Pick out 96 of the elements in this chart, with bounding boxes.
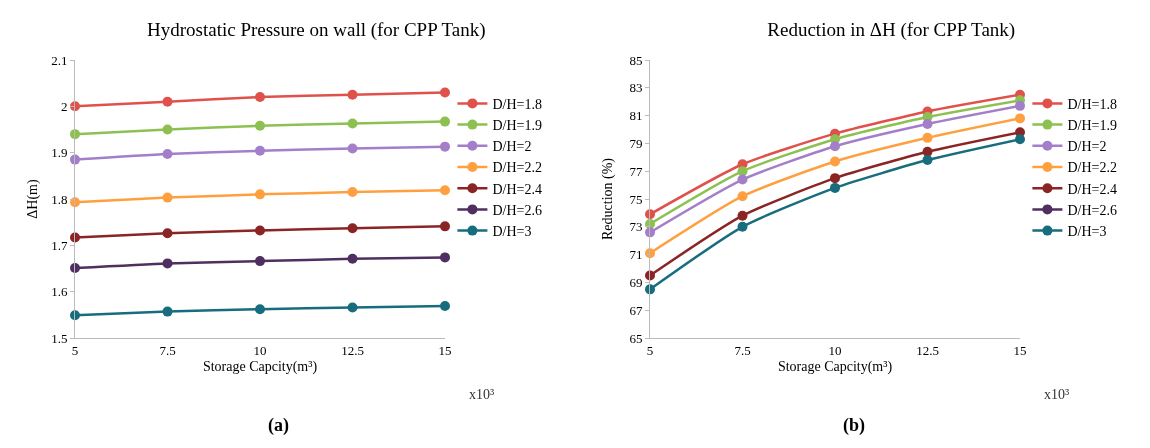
y-tick-label: 2.1 xyxy=(51,52,68,68)
point xyxy=(347,118,358,129)
point xyxy=(830,156,840,167)
point xyxy=(440,185,450,196)
point xyxy=(162,149,173,160)
point xyxy=(830,182,840,193)
y-axis-title: Reduction (%) xyxy=(600,157,616,241)
legend-label: D/H=1.9 xyxy=(1067,118,1117,134)
y-tick-label: 83 xyxy=(629,80,643,96)
legend-label: D/H=1.8 xyxy=(492,96,542,112)
point xyxy=(162,124,173,135)
chart-title: Hydrostatic Pressure on wall (for CPP Tank) xyxy=(146,18,486,41)
x-tick-label: 7.5 xyxy=(734,342,751,358)
point xyxy=(440,87,450,98)
y-tick-label: 1.9 xyxy=(51,145,68,161)
point xyxy=(737,174,748,185)
point xyxy=(347,187,358,198)
point xyxy=(440,301,450,312)
x-tick-label: 5 xyxy=(646,342,654,358)
y-tick-label: 67 xyxy=(629,302,643,318)
point xyxy=(255,256,265,267)
y-tick-label: 81 xyxy=(629,108,643,124)
point xyxy=(1015,100,1025,111)
point xyxy=(70,263,80,274)
x-tick-label: 15 xyxy=(1013,342,1027,358)
y-tick-label: 1.6 xyxy=(51,284,68,300)
point xyxy=(922,118,933,129)
point xyxy=(162,192,173,203)
y-tick-label: 1.7 xyxy=(51,237,68,253)
point xyxy=(1015,134,1025,145)
point xyxy=(162,228,173,239)
point xyxy=(162,258,173,269)
text: (a) xyxy=(268,415,289,436)
y-tick-label: 75 xyxy=(629,191,643,207)
legend-label: D/H=2 xyxy=(1067,139,1107,155)
legend-label: D/H=2 xyxy=(492,139,532,155)
x-tick-label: 5 xyxy=(71,342,79,358)
point xyxy=(737,191,748,202)
point xyxy=(255,145,265,156)
x-tick-label: 12.5 xyxy=(341,342,364,358)
legend-label: D/H=2.2 xyxy=(1067,160,1117,176)
point xyxy=(737,221,748,232)
point xyxy=(255,120,265,131)
text: x10³ xyxy=(1044,387,1070,402)
point xyxy=(255,189,265,200)
y-tick-label: 65 xyxy=(629,330,643,346)
y-axis-title: ΔH(m) xyxy=(25,179,41,219)
point xyxy=(255,304,265,315)
y-tick-label: 79 xyxy=(629,135,643,151)
legend-label: D/H=2.6 xyxy=(492,202,542,218)
legend-label: D/H=2.6 xyxy=(1067,202,1117,218)
y-tick-label: 1.8 xyxy=(51,191,68,207)
x-axis-title: Storage Capcity(m³) xyxy=(777,358,893,375)
point xyxy=(922,132,933,143)
point xyxy=(440,116,450,127)
y-tick-label: 2 xyxy=(60,98,68,114)
legend-label: D/H=3 xyxy=(1067,224,1107,240)
point xyxy=(440,252,450,263)
point xyxy=(830,173,840,184)
chart-title: Reduction in ΔH (for CPP Tank) xyxy=(767,18,1016,41)
point xyxy=(1015,113,1025,124)
text: (b) xyxy=(843,415,865,436)
x-tick-label: 15 xyxy=(438,342,452,358)
legend-label: D/H=2.4 xyxy=(1067,181,1117,197)
legend-label: D/H=1.9 xyxy=(492,118,542,134)
point xyxy=(162,306,173,317)
point xyxy=(737,166,748,177)
x-tick-label: 7.5 xyxy=(159,342,176,358)
y-tick-label: 77 xyxy=(629,163,643,179)
x-axis-title: Storage Capcity(m³) xyxy=(202,358,318,375)
point xyxy=(440,141,450,152)
point xyxy=(830,141,840,152)
point xyxy=(737,210,748,221)
point xyxy=(347,89,358,100)
x-tick-label: 10 xyxy=(253,342,267,358)
x-tick-label: 12.5 xyxy=(916,342,939,358)
point xyxy=(255,92,265,103)
y-tick-label: 85 xyxy=(629,52,643,68)
point xyxy=(347,253,358,264)
y-tick-label: 1.5 xyxy=(51,330,68,346)
legend-label: D/H=1.8 xyxy=(1067,96,1117,112)
y-tick-label: 71 xyxy=(629,247,643,263)
point xyxy=(255,225,265,236)
point xyxy=(440,221,450,232)
point xyxy=(162,96,173,107)
point xyxy=(922,155,933,166)
y-tick-label: 73 xyxy=(629,219,643,235)
legend-label: D/H=2.4 xyxy=(492,181,542,197)
y-tick-label: 69 xyxy=(629,274,643,290)
point xyxy=(347,143,358,154)
legend-label: D/H=2.2 xyxy=(492,160,542,176)
point xyxy=(347,302,358,313)
text: x10³ xyxy=(469,387,495,402)
legend-label: D/H=3 xyxy=(492,224,532,240)
point xyxy=(347,223,358,234)
x-tick-label: 10 xyxy=(828,342,842,358)
